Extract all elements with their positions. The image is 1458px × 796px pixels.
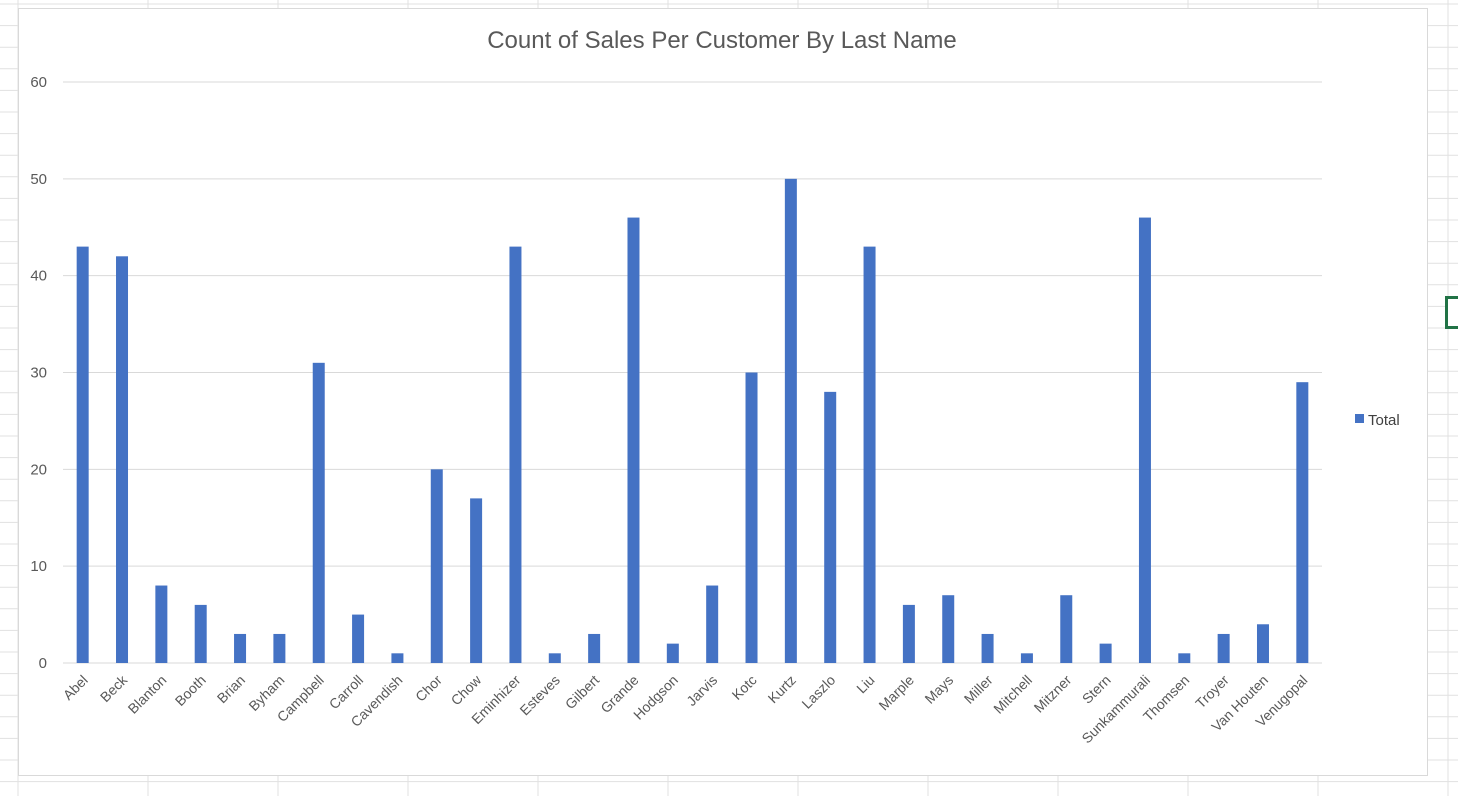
bar-stern (1099, 643, 1112, 663)
x-tick-label: Jarvis (683, 672, 720, 709)
x-tick-label: Mays (921, 672, 956, 707)
y-tick-label: 40 (30, 268, 47, 285)
y-tick-label: 50 (30, 171, 47, 188)
x-tick-label: Mitchell (990, 672, 1035, 717)
chart-area[interactable] (18, 8, 1428, 776)
y-tick-label: 20 (30, 461, 47, 478)
bar-jarvis (706, 585, 719, 663)
bar-carroll (352, 614, 365, 663)
bar-chow (470, 498, 483, 663)
bar-van-houten (1256, 624, 1269, 663)
bars (76, 178, 1309, 664)
bar-kurtz (784, 178, 797, 664)
x-tick-label: Booth (172, 672, 209, 709)
bar-beck (116, 256, 129, 663)
x-tick-label: Marple (875, 672, 917, 714)
chart-title: Count of Sales Per Customer By Last Name (487, 27, 957, 54)
bar-brian (234, 633, 247, 663)
x-tick-label: Liu (853, 672, 878, 697)
bar-venugopal (1296, 382, 1309, 663)
bar-hodgson (666, 643, 679, 663)
bar-booth (194, 604, 207, 663)
x-tick-label: Abel (60, 672, 91, 703)
x-tick-label: Chor (412, 672, 445, 705)
legend-swatch-total (1355, 414, 1364, 423)
x-tick-label: Miller (961, 672, 996, 707)
y-tick-label: 30 (30, 365, 47, 382)
bar-abel (76, 246, 89, 663)
y-tick-label: 0 (39, 655, 47, 672)
x-tick-label: Laszlo (798, 672, 838, 712)
bar-thomsen (1178, 653, 1191, 663)
x-tick-label: Mitzner (1031, 672, 1075, 716)
bar-troyer (1217, 633, 1230, 663)
x-tick-label: Gilbert (562, 672, 603, 713)
x-tick-label: Sunkammurali (1078, 672, 1153, 747)
bar-liu (863, 246, 876, 663)
bar-chor (430, 469, 443, 663)
bar-grande (627, 217, 640, 664)
bar-cavendish (391, 653, 404, 663)
x-tick-label: Esteves (516, 672, 563, 719)
bar-byham (273, 633, 286, 663)
bar-kotc (745, 372, 758, 663)
gridlines (63, 81, 1322, 664)
y-tick-label: 10 (30, 558, 47, 575)
bar-mitzner (1060, 595, 1073, 663)
bar-blanton (155, 585, 168, 663)
x-tick-label: Stern (1079, 672, 1114, 707)
y-tick-label: 60 (30, 74, 47, 91)
x-tick-label: Kotc (729, 672, 760, 703)
legend: Total (1355, 412, 1400, 429)
x-tick-label: Blanton (125, 672, 170, 717)
x-tick-label: Chow (448, 671, 485, 708)
x-tick-label: Beck (97, 671, 131, 705)
x-tick-label: Brian (214, 672, 248, 706)
bar-mays (942, 595, 955, 663)
bar-gilbert (588, 633, 601, 663)
bar-marple (902, 604, 915, 663)
bar-eminhizer (509, 246, 522, 663)
selected-cell-indicator[interactable] (1445, 296, 1458, 329)
bar-esteves (548, 653, 561, 663)
bar-laszlo (824, 391, 837, 663)
bar-mitchell (1020, 653, 1033, 663)
x-tick-label: Kurtz (765, 672, 799, 706)
y-axis: 0 10 20 30 40 50 60 (30, 74, 47, 672)
bar-campbell (312, 362, 325, 663)
bar-miller (981, 633, 994, 663)
bar-sunkammurali (1138, 217, 1151, 664)
legend-label-total: Total (1368, 412, 1400, 429)
